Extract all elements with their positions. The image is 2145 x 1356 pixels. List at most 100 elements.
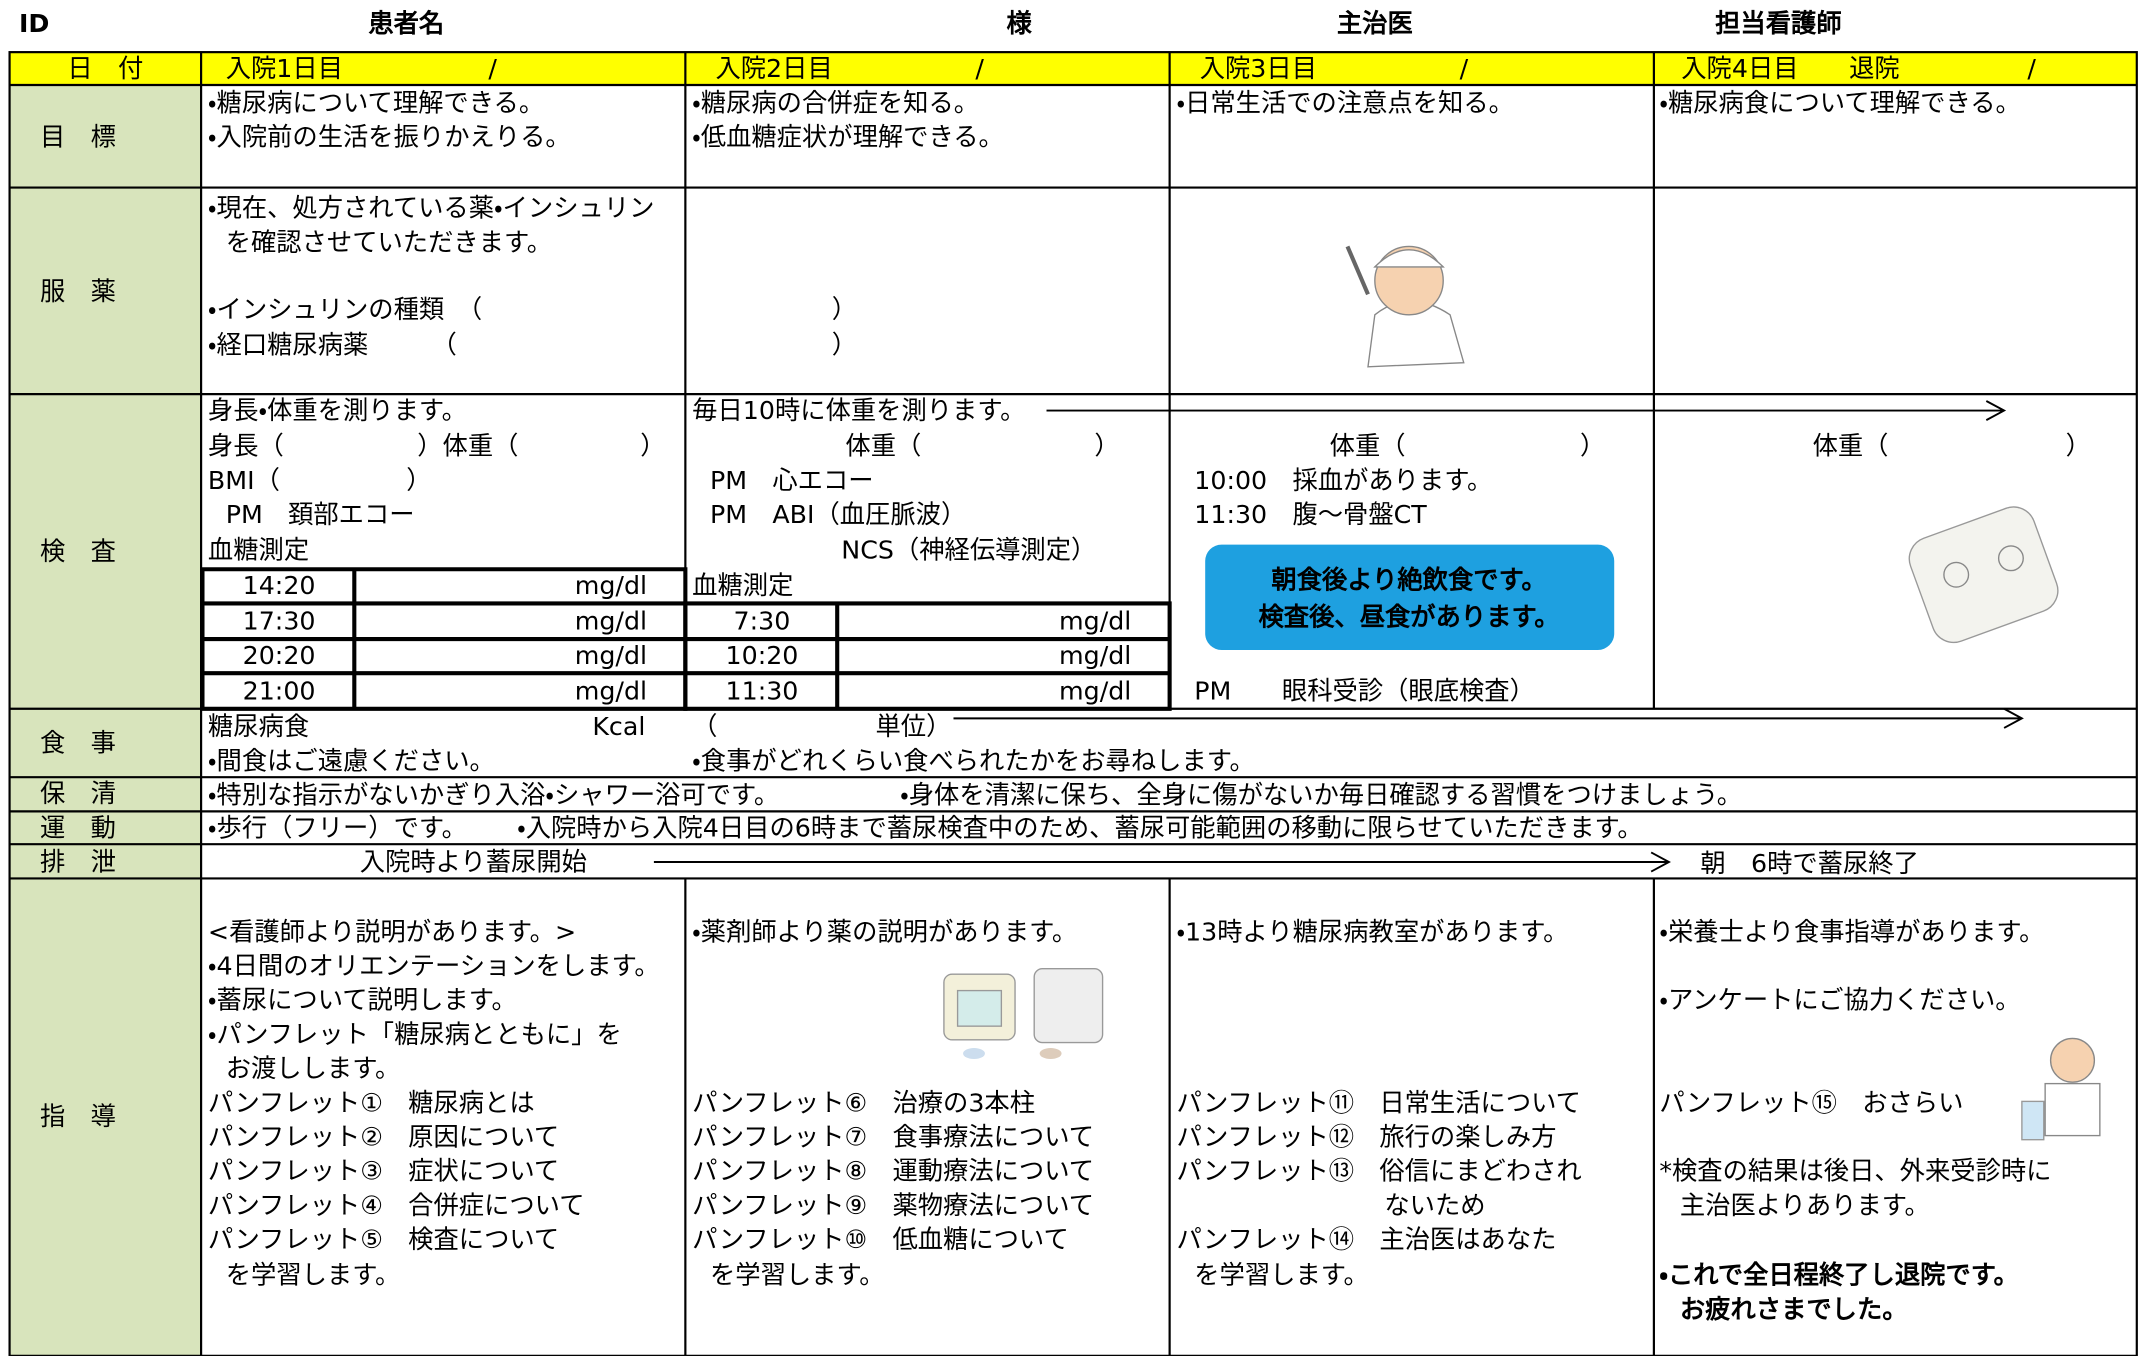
cell-text: PM ABI（血圧脈波） — [710, 500, 966, 529]
cell-text: パンフレット④ 合併症について — [208, 1191, 585, 1220]
day-label: 入院2日目 — [715, 54, 832, 83]
cell-text: 主治医よりあります。 — [1680, 1191, 1930, 1220]
cell-text: パンフレット⑮ おさらい — [1659, 1088, 1963, 1117]
day-label: 入院4日目 退院 — [1681, 54, 1899, 83]
cell-text: パンフレット⑬ 俗信にまどわされ — [1176, 1157, 1581, 1186]
header-patient: 患者名 — [368, 9, 444, 38]
cell-text: ・食事がどれくらい食べられたかをお尋ねします。 — [692, 746, 1255, 775]
cell-text: 血糖測定 — [692, 571, 793, 600]
row-label: 食 事 — [40, 728, 116, 757]
glucose-unit: mg/dl — [1059, 676, 1131, 705]
day-label: 入院3日目 — [1200, 54, 1317, 83]
glucose-unit: mg/dl — [1059, 641, 1131, 670]
cell-text: パンフレット① 糖尿病とは — [208, 1088, 535, 1117]
cell-text: を学習します。 — [226, 1261, 401, 1290]
arrows — [653, 400, 2024, 873]
cell-text: <看護師より説明があります。> — [208, 917, 576, 946]
cell-text: ・4日間のオリエンテーションをします。 — [208, 951, 660, 980]
cell-text: ・パンフレット「糖尿病とともに」を — [208, 1020, 622, 1049]
glucose-unit: mg/dl — [1059, 607, 1131, 636]
cell-text: *検査の結果は後日、外来受診時に — [1659, 1157, 2051, 1186]
cell-text: ・現在、処方されている薬・インシュリン — [208, 194, 655, 223]
glucose-time: 14:20 — [243, 571, 316, 600]
header-sama: 様 — [1006, 9, 1032, 38]
cell-text: お疲れさまでした。 — [1680, 1295, 1908, 1324]
glucose-time: 7:30 — [734, 607, 791, 636]
glucose-time: 21:00 — [243, 676, 316, 705]
cell-text: パンフレット③ 症状について — [208, 1157, 559, 1186]
doctor-illustration — [2021, 1037, 2101, 1141]
cell-text: ・糖尿病について理解できる。 — [208, 88, 544, 117]
cell-text: 11:30 腹～骨盤CT — [1194, 500, 1427, 529]
date-slash: / — [488, 54, 497, 83]
cell-text: 身長・体重を測ります。 — [208, 396, 467, 425]
day-label: 入院1日目 — [226, 54, 343, 83]
row-label: 検 査 — [40, 537, 116, 566]
cell-text: お渡しします。 — [226, 1054, 401, 1083]
cell-text: パンフレット⑧ 運動療法について — [692, 1157, 1094, 1186]
cell-text: ） — [2066, 432, 2091, 461]
cell-text: パンフレット② 原因について — [208, 1122, 559, 1151]
cell-text: パンフレット⑥ 治療の3本柱 — [692, 1088, 1035, 1117]
cell-text: パンフレット⑤ 検査について — [208, 1225, 559, 1254]
cell-text: ・入院時から入院4日目の6時まで蓄尿検査中のため、蓄尿可能範囲の移動に限らせてい… — [517, 813, 1643, 842]
cell-text: 糖尿病食 — [208, 712, 309, 741]
glucose-unit: mg/dl — [575, 641, 647, 670]
cell-text: PM 頚部エコー — [226, 500, 415, 529]
date-slash: / — [2027, 54, 2036, 83]
cell-text: ・栄養士より食事指導があります。 — [1659, 917, 2044, 946]
glucose-time: 20:20 — [243, 641, 316, 670]
label-column-bg — [9, 84, 202, 1356]
cell-text: ） — [832, 330, 857, 359]
glucose-unit: mg/dl — [575, 571, 647, 600]
cell-text: パンフレット⑩ 低血糖について — [692, 1225, 1069, 1254]
cell-text: 血糖測定 — [208, 536, 309, 565]
date-label: 日 付 — [67, 54, 143, 83]
row-label: 排 泄 — [40, 847, 116, 876]
header-nurse: 担当看護師 — [1715, 9, 1842, 38]
cell-text: ・インシュリンの種類 （ — [208, 295, 482, 324]
notice-text: 検査後、昼食があります。 — [1259, 603, 1560, 632]
cell-text: 体重（ — [1813, 432, 1889, 461]
cell-text: Kcal — [592, 712, 645, 741]
cell-text: ） — [1094, 432, 1119, 461]
cell-text: ・経口糖尿病薬 （ — [208, 330, 457, 359]
cell-text: ・低血糖症状が理解できる。 — [692, 122, 1004, 151]
cell-text: ・入院前の生活を振りかえりる。 — [208, 122, 571, 151]
cell-text: ・歩行（フリー）です。 — [208, 813, 467, 842]
cell-text: PM 眼科受診（眼底検査） — [1194, 676, 1535, 705]
glucose-table-2 — [683, 601, 1172, 711]
date-row-bg — [9, 52, 2137, 85]
cell-text: ・蓄尿について説明します。 — [208, 986, 517, 1015]
date-slash: / — [975, 54, 984, 83]
nurse-illustration — [1345, 245, 1465, 368]
notice-box — [1205, 544, 1615, 650]
cell-text: ・特別な指示がないかぎり入浴・シャワー浴可です。 — [208, 780, 779, 809]
cell-text: パンフレット⑭ 主治医はあなた — [1176, 1225, 1556, 1254]
cell-text: ・13時より糖尿病教室があります。 — [1176, 917, 1568, 946]
cell-text: ・間食はご遠慮ください。 — [208, 746, 495, 775]
cell-text: PM 心エコー — [710, 466, 874, 495]
cell-text: を学習します。 — [1194, 1261, 1369, 1290]
cell-text: NCS（神経伝導測定） — [841, 536, 1096, 565]
cell-text: パンフレット⑦ 食事療法について — [692, 1122, 1094, 1151]
row-label: 指 導 — [40, 1102, 116, 1131]
cell-text: ） — [640, 432, 665, 461]
cell-text: ・糖尿病の合併症を知る。 — [692, 88, 979, 117]
glucose-unit: mg/dl — [575, 676, 647, 705]
cell-text: ） — [406, 466, 431, 495]
glucose-time: 11:30 — [726, 676, 799, 705]
date-slash: / — [1460, 54, 1469, 83]
cell-text: を確認させていただきます。 — [226, 228, 552, 257]
glucose-time: 10:20 — [726, 641, 799, 670]
cell-text: 単位） — [876, 712, 952, 741]
cell-text: 10:00 採血があります。 — [1194, 466, 1492, 495]
cell-text: パンフレット⑫ 旅行の楽しみ方 — [1176, 1122, 1556, 1151]
cell-text: ・薬剤師より薬の説明があります。 — [692, 917, 1077, 946]
header-doctor: 主治医 — [1337, 9, 1413, 38]
cell-text: 毎日10時に体重を測ります。 — [692, 396, 1025, 425]
cell-text: ・これで全日程終了し退院です。 — [1659, 1261, 2018, 1290]
notice-text: 朝食後より絶飲食です。 — [1271, 566, 1546, 595]
row-label: 服 薬 — [40, 277, 116, 306]
cell-text: 朝 6時で蓄尿終了 — [1700, 849, 1918, 878]
